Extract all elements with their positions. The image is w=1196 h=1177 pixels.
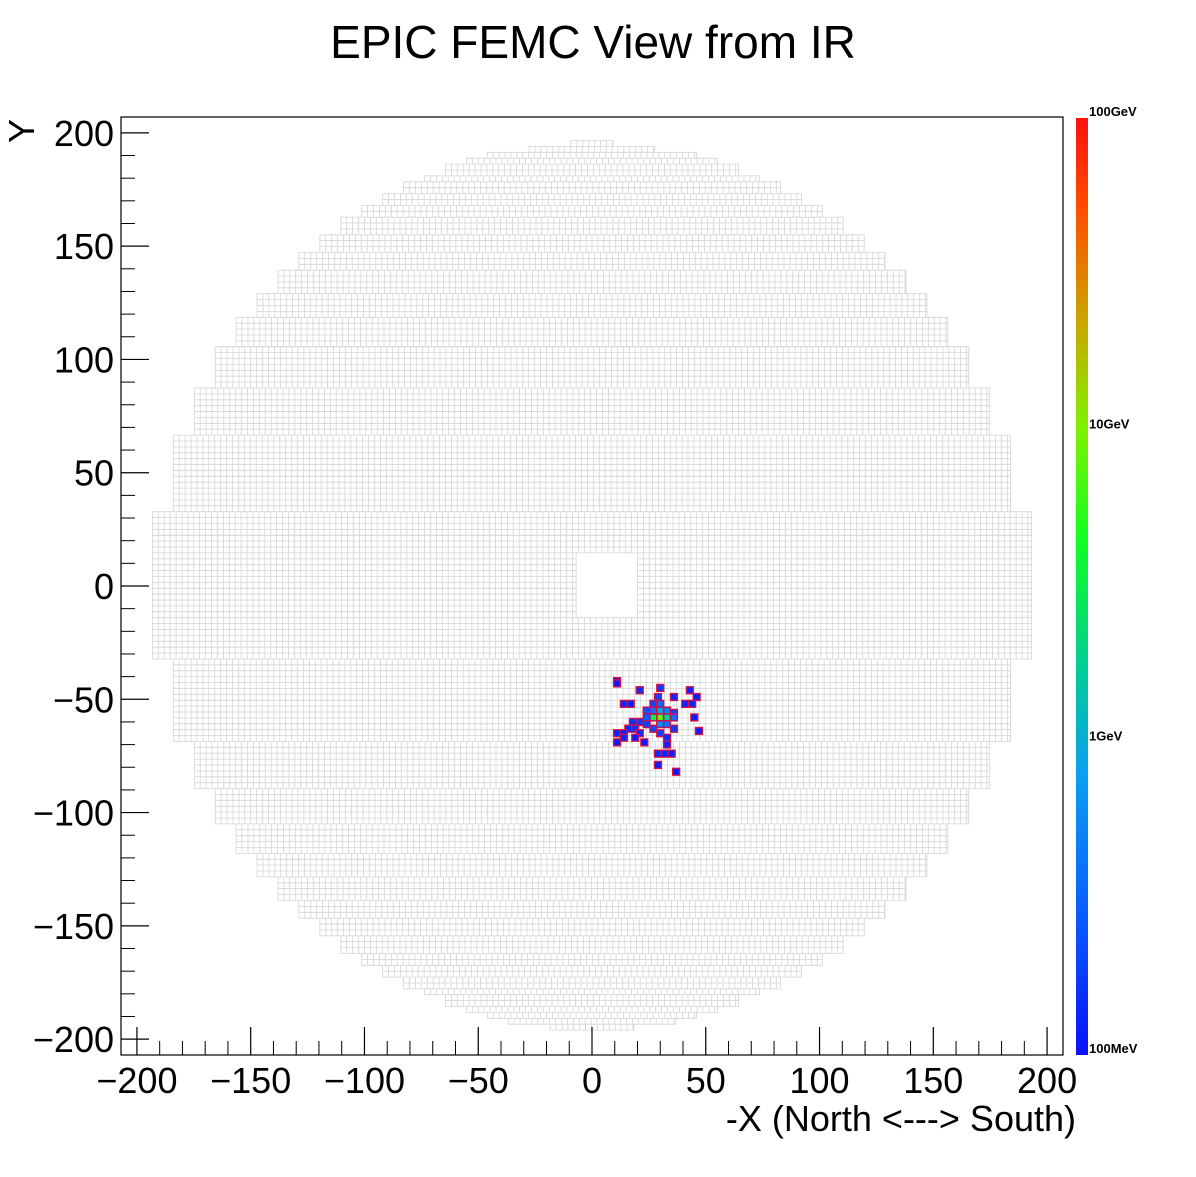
hit-cell [650,707,657,714]
x-tick-label: 50 [686,1060,726,1101]
y-tick-label: −50 [53,679,114,720]
hit-cell [620,700,628,708]
hit-cell [663,714,671,721]
hit-cell [650,725,657,732]
hit-cell [650,714,657,721]
hit-cell [656,729,664,737]
hit-cell [629,718,637,726]
hit-cell [643,714,650,721]
hit-cell [613,680,621,687]
x-tick-label: −150 [210,1060,291,1101]
x-tick-label: −200 [96,1060,177,1101]
hit-cell [656,714,664,721]
hit-cell [663,741,671,748]
hit-cell [641,739,648,746]
hit-cell [636,686,643,694]
x-tick-label: 200 [1017,1060,1077,1101]
hit-cell [654,693,662,701]
hit-cell [681,700,689,708]
colorbar-tick-label: 10GeV [1089,416,1130,431]
hit-cell [691,714,698,721]
detector-cells [152,140,1032,1031]
hit-cell [695,727,703,735]
hit-cell [670,714,678,721]
hit-cell [688,700,696,708]
hit-cell [670,725,678,732]
hit-cells [612,677,704,776]
hit-cell [643,707,650,714]
y-tick-label: 200 [54,113,114,154]
x-tick-label: 150 [903,1060,963,1101]
y-tick-label: 50 [74,453,114,494]
hit-cell [656,707,664,714]
y-tick-label: −200 [33,1019,114,1060]
y-tick-label: 150 [54,226,114,267]
hit-cell [654,761,662,769]
hit-cell [613,729,621,737]
y-tick-label: 0 [94,566,114,607]
y-tick-label: 100 [54,339,114,380]
hit-cell [668,750,675,757]
y-tick-label: −100 [33,793,114,834]
hit-cell [663,720,671,728]
hit-cell [631,734,639,741]
hit-cell [663,734,671,741]
hit-cell [627,700,634,708]
colorbar [1076,118,1088,1055]
colorbar-tick-label: 100GeV [1089,104,1137,119]
hit-cell [693,693,700,701]
hit-cell [670,693,678,701]
hit-cell [656,700,664,708]
y-tick-label: −150 [33,906,114,947]
colorbar-tick-label: 100MeV [1089,1041,1138,1056]
hit-cell [631,725,639,732]
axes: −200 −150 −100 −50 0 50 100 150 200 −200 −150 −100 −… [33,113,1077,1101]
x-axis-label: -X (North <---> South) [726,1098,1076,1139]
hit-cell [654,750,662,757]
colorbar-labels: 100MeV 1GeV 10GeV 100GeV [1089,104,1138,1056]
colorbar-tick-label: 1GeV [1089,729,1123,744]
hit-cell [636,718,643,726]
hit-cell [613,739,621,746]
hit-cell [661,750,669,757]
x-tick-label: 100 [789,1060,849,1101]
plot-frame [120,116,1064,1056]
hit-cell [636,729,643,737]
x-tick-label: 0 [582,1060,602,1101]
x-tick-label: −100 [324,1060,405,1101]
hit-cell [650,700,657,708]
hit-cell [656,684,664,692]
hit-cell [620,734,628,741]
detector-cell-grid [152,140,1032,1031]
hit-cell [656,720,664,728]
chart-title: EPIC FEMC View from IR [330,16,856,68]
y-axis-label: Y [1,119,42,143]
hit-cell [663,707,671,714]
hit-cell [672,768,680,775]
hit-cell [686,686,694,694]
x-tick-label: −50 [448,1060,509,1101]
hit-cell [643,720,650,728]
